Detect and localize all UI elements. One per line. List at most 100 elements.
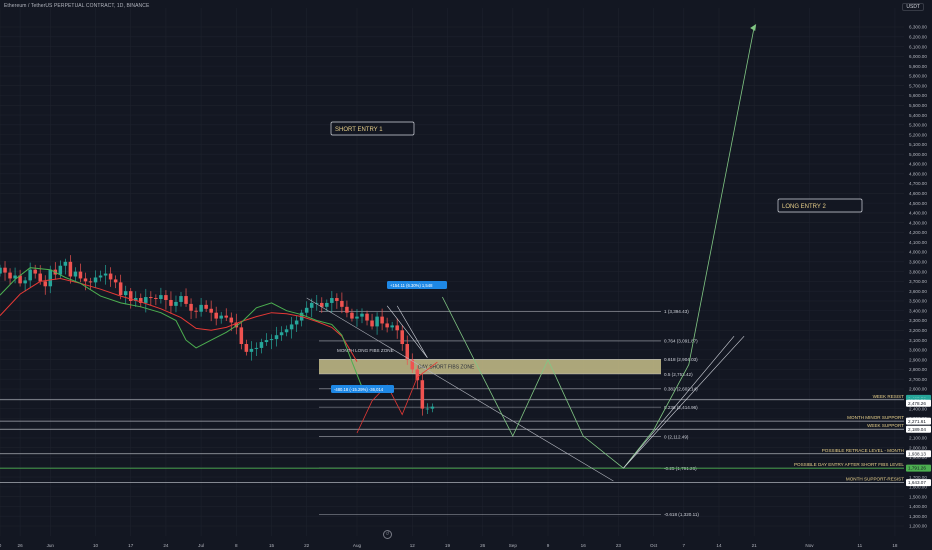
price-tick-label: 1,400.00 — [909, 504, 927, 509]
candle-body — [184, 296, 188, 304]
current-price-badge — [906, 399, 931, 407]
price-tick-label: 4,900.00 — [909, 162, 927, 167]
price-tick-label: 4,700.00 — [909, 181, 927, 186]
price-tick-label: 5,600.00 — [909, 93, 927, 98]
level-label: WEEK SUPPORT — [867, 423, 904, 428]
time-tick-label: Sep — [509, 543, 518, 548]
candle-body — [98, 275, 103, 278]
fib-label: 1 (3,394.43) — [664, 309, 689, 314]
candle-body — [350, 312, 354, 319]
level-label: WEEK RESIST — [873, 394, 905, 399]
long-entry-line — [623, 335, 745, 469]
time-tick-label: Oct — [650, 543, 658, 548]
level-label: POSSIBLE DAY ENTRY AFTER SHORT FIBS LEVE… — [794, 462, 904, 467]
callout-up-text: +154.11 (6.30%) 1,548 — [390, 283, 433, 288]
candle-body — [400, 330, 404, 345]
fib-label: 0.618 (2,904.03) — [664, 357, 698, 362]
price-tick-label: 5,400.00 — [909, 113, 927, 118]
candle-body — [355, 316, 359, 319]
fib-label: 0 (2,112.49) — [664, 435, 689, 440]
price-tick-label: 2,800.00 — [909, 367, 927, 372]
horizontal-levels: 1 (3,394.43) 0.764 (3,091.87) 0.618 (2,904… — [0, 309, 904, 517]
price-tick-label: 4,300.00 — [909, 220, 927, 225]
current-price-text: 2,478.26 — [908, 401, 926, 406]
time-tick-label: 16 — [581, 543, 587, 548]
candle-body — [410, 359, 415, 370]
time-tick-label: 15 — [269, 543, 275, 548]
candle-body — [340, 300, 344, 307]
candle-body — [118, 282, 123, 296]
time-tick-label: Jul — [198, 543, 204, 548]
time-tick-label: 17 — [128, 543, 134, 548]
price-tick-label: 1,200.00 — [909, 524, 927, 529]
price-tick-label: 3,300.00 — [909, 318, 927, 323]
time-tick-label: 19 — [445, 543, 451, 548]
long-entry-line — [623, 335, 735, 469]
price-tick-label: 3,200.00 — [909, 328, 927, 333]
callout-up-box — [387, 281, 447, 289]
candle-body — [93, 277, 98, 283]
trend-line — [306, 297, 614, 482]
short-entry-line — [396, 305, 428, 358]
time-tick-label: 9 — [547, 543, 550, 548]
candle-body — [229, 317, 234, 323]
candle-body — [149, 297, 153, 299]
candle-body — [420, 380, 425, 409]
candle-body — [314, 302, 319, 304]
callout-down-text: -480.18 (-15.29%) -36,014 — [334, 387, 384, 392]
reset-chart-icon[interactable]: ↺ — [383, 530, 392, 539]
time-tick-label: 10 — [93, 543, 99, 548]
time-tick-label: Aug — [353, 543, 362, 548]
candle-body — [284, 329, 289, 333]
short-entry-line — [386, 305, 428, 358]
candle-body — [164, 295, 168, 300]
time-tick-label: 8 — [235, 543, 238, 548]
price-tick-label: 6,000.00 — [909, 54, 927, 59]
price-tick-label: 5,000.00 — [909, 152, 927, 157]
candle-body — [254, 347, 259, 349]
candle-body — [43, 281, 48, 287]
drawings-layer: SHORT ENTRY 1 LONG ENTRY 2 MONTH LONG FIBS… — [306, 24, 863, 482]
price-tick-label: 4,200.00 — [909, 230, 927, 235]
price-tick-label: 2,400.00 — [909, 406, 927, 411]
candle-body — [139, 298, 143, 303]
level-label: MONTH MINOR SUPPORT — [847, 415, 904, 420]
fib-label: 0.5 (2,753.42) — [664, 372, 693, 377]
candle-body — [294, 320, 299, 325]
candle-body — [385, 323, 389, 328]
candle-body — [219, 315, 223, 319]
fib-label: 0.382 (2,602.14) — [664, 387, 698, 392]
price-tick-label: 3,700.00 — [909, 279, 927, 284]
candle-body — [390, 325, 394, 328]
time-tick-label: 12 — [410, 543, 416, 548]
short-entry-label: SHORT ENTRY 1 — [335, 127, 383, 133]
fib-label: -0.618 (1,320.11) — [664, 512, 699, 517]
fib-label: 0.236 (2,414.96) — [664, 405, 698, 410]
price-tick-label: 2,600.00 — [909, 387, 927, 392]
level-badge — [906, 425, 931, 433]
candle-body — [425, 408, 430, 410]
candle-body — [269, 339, 274, 341]
projection-arrowhead — [750, 24, 757, 31]
price-axis[interactable]: 6,300.00 6,200.00 6,100.00 6,000.00 5,900.00… — [905, 0, 932, 550]
time-axis-bg — [0, 538, 905, 550]
price-tick-label: 5,900.00 — [909, 64, 927, 69]
currency-button[interactable]: USDT — [902, 3, 924, 11]
price-tick-label: 4,600.00 — [909, 191, 927, 196]
price-tick-label: 3,800.00 — [909, 269, 927, 274]
candle-body — [159, 295, 163, 300]
level-badge — [906, 450, 931, 458]
candle-body — [18, 275, 22, 284]
price-tick-label: 3,500.00 — [909, 299, 927, 304]
candle-body — [335, 298, 339, 301]
candle-body — [123, 291, 128, 296]
price-tick-label: 1,500.00 — [909, 494, 927, 499]
price-tick-label: 5,200.00 — [909, 132, 927, 137]
time-tick-label: 11 — [857, 543, 862, 548]
short-fibs-zone — [319, 359, 661, 375]
time-axis[interactable]: 0 26 Jun 10 17 24 Jul 8 15 22 Aug 12 19 26 Sep 9 16 23 Oct… — [0, 538, 905, 550]
long-entry-label: LONG ENTRY 2 — [782, 204, 826, 210]
candle-body — [430, 406, 435, 409]
chart-grid — [0, 8, 904, 536]
